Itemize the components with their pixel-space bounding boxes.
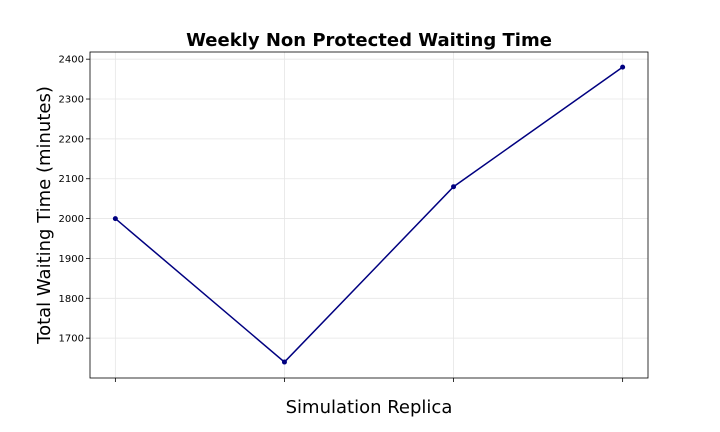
y-tick-label: 2300 (59, 95, 84, 106)
data-point (281, 359, 287, 365)
y-axis-label: Total Waiting Time (minutes) (34, 86, 55, 345)
data-point (451, 184, 457, 190)
y-axis: 1700 1800 1900 2000 2100 2200 2300 2400 (59, 55, 90, 345)
y-tick-label: 2400 (59, 55, 84, 66)
x-axis (114, 378, 624, 382)
grid (90, 52, 648, 378)
y-tick-label: 2200 (59, 134, 84, 145)
y-tick-label: 2000 (59, 214, 84, 225)
chart-title: Weekly Non Protected Waiting Time (186, 30, 552, 51)
y-tick-label: 1900 (59, 254, 84, 265)
series-layer (112, 64, 626, 365)
series-line (114, 66, 624, 364)
y-tick-label: 1700 (59, 334, 84, 345)
data-point (112, 216, 118, 222)
data-point (620, 64, 626, 70)
y-tick-label: 1800 (59, 294, 84, 305)
x-axis-label: Simulation Replica (286, 397, 453, 418)
y-tick-label: 2100 (59, 174, 84, 185)
plot-frame (89, 51, 649, 379)
